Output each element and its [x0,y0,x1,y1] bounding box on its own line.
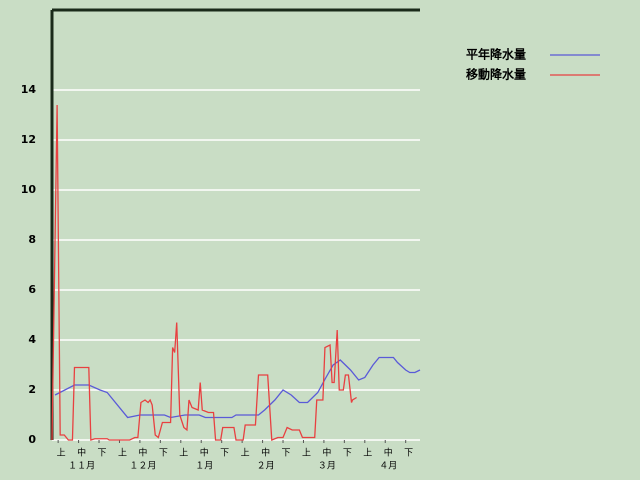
x-tick-label: 上 [57,448,66,459]
month-label: １月 [195,461,213,472]
x-tick-label: 下 [404,449,413,459]
x-tick-label: 中 [77,447,86,459]
month-label: １１月 [68,461,95,472]
y-tick-label: 4 [28,333,36,346]
x-tick-label: 下 [159,449,168,459]
x-tick-label: 下 [98,449,107,459]
month-label: ３月 [318,461,336,472]
legend-label: 移動降水量 [466,67,526,82]
y-tick-label: 12 [21,133,36,146]
month-label: ４月 [379,461,397,472]
y-tick-label: 14 [21,83,37,96]
x-tick-label: 上 [241,448,250,459]
month-label: １２月 [129,461,156,472]
y-tick-label: 0 [28,433,36,446]
x-tick-label: 下 [282,449,291,459]
x-tick-label: 中 [322,447,331,459]
y-tick-label: 8 [28,233,36,246]
y-tick-label: 2 [28,383,36,396]
x-tick-label: 上 [302,448,311,459]
x-tick-label: 上 [179,448,188,459]
legend-label: 平年降水量 [466,47,526,62]
series-line [54,356,421,419]
x-tick-label: 中 [200,447,209,459]
month-label: ２月 [257,461,275,472]
x-tick-label: 下 [343,449,352,459]
x-tick-label: 上 [363,448,372,459]
x-tick-label: 中 [384,447,393,459]
x-tick-label: 下 [220,449,229,459]
series-line [51,104,357,441]
x-tick-label: 中 [261,447,270,459]
x-tick-label: 上 [118,448,127,459]
y-tick-label: 6 [28,283,36,296]
y-tick-label: 10 [21,183,37,196]
x-tick-label: 中 [138,447,147,459]
